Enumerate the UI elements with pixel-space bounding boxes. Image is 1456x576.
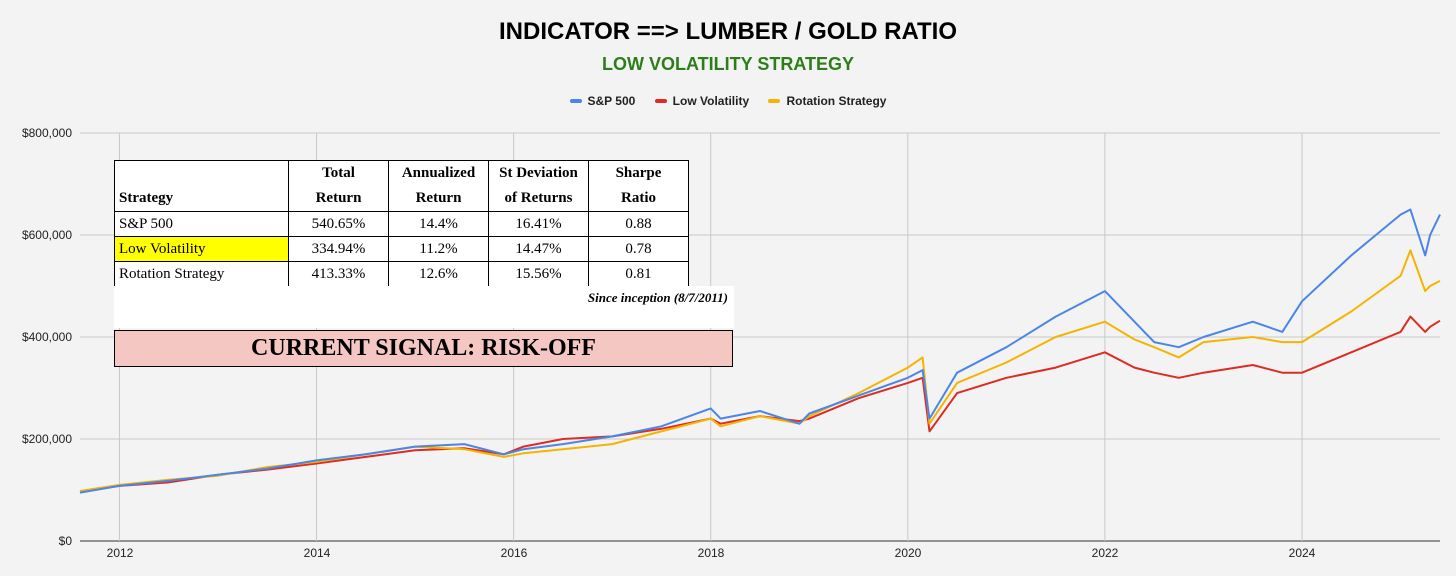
series-line-s-p-500	[79, 208, 1441, 494]
header-total-return: Total Return	[288, 160, 389, 212]
x-tick-label: 2014	[303, 546, 331, 560]
chart-title: INDICATOR ==> LUMBER / GOLD RATIO	[498, 18, 958, 45]
cell-strategy-highlighted: Low Volatility	[114, 236, 289, 262]
cell-annualized-return: 11.2%	[388, 236, 489, 262]
legend-swatch-rotation	[768, 99, 781, 103]
legend-item-sp500: S&P 500	[569, 94, 636, 108]
legend-swatch-sp500	[569, 99, 582, 103]
header-st-deviation: St Deviation of Returns	[488, 160, 589, 212]
legend-label-sp500: S&P 500	[587, 94, 636, 108]
performance-table: Strategy Total Return Annualized Return St…	[114, 160, 689, 287]
y-tick-label: $800,000	[21, 126, 72, 140]
cell-strategy: S&P 500	[114, 211, 289, 237]
legend-swatch-low-volatility	[654, 99, 667, 103]
series-lines	[79, 208, 1441, 494]
y-tick-label: $600,000	[21, 228, 72, 242]
table-header-row: Strategy Total Return Annualized Return St…	[114, 160, 689, 212]
y-tick-label: $0	[58, 534, 72, 548]
cell-sharpe-ratio: 0.88	[588, 211, 689, 237]
cell-total-return: 540.65%	[288, 211, 389, 237]
x-tick-label: 2024	[1288, 546, 1316, 560]
cell-st-deviation: 14.47%	[488, 236, 589, 262]
x-tick-label: 2012	[106, 546, 134, 560]
cell-total-return: 413.33%	[288, 261, 389, 287]
legend-item-low-volatility: Low Volatility	[654, 94, 750, 108]
x-tick-label: 2020	[894, 546, 922, 560]
x-tick-label: 2022	[1091, 546, 1119, 560]
legend-label-low-volatility: Low Volatility	[672, 94, 750, 108]
header-annualized-return: Annualized Return	[388, 160, 489, 212]
cell-st-deviation: 16.41%	[488, 211, 589, 237]
header-strategy: Strategy	[114, 160, 289, 212]
cell-sharpe-ratio: 0.78	[588, 236, 689, 262]
cell-st-deviation: 15.56%	[488, 261, 589, 287]
cell-annualized-return: 12.6%	[388, 261, 489, 287]
legend-label-rotation: Rotation Strategy	[786, 94, 887, 108]
cell-total-return: 334.94%	[288, 236, 389, 262]
y-tick-label: $200,000	[21, 432, 72, 446]
y-tick-label: $400,000	[21, 330, 72, 344]
current-signal-banner: CURRENT SIGNAL: RISK-OFF	[114, 330, 733, 367]
header-sharpe-ratio: Sharpe Ratio	[588, 160, 689, 212]
legend: S&P 500 Low Volatility Rotation Strategy	[0, 92, 1456, 108]
series-line-low-volatility	[79, 315, 1441, 493]
x-tick-label: 2016	[500, 546, 528, 560]
table-row: S&P 500 540.65% 14.4% 16.41% 0.88	[114, 211, 689, 237]
inception-note: Since inception (8/7/2011)	[587, 290, 728, 305]
cell-annualized-return: 14.4%	[388, 211, 489, 237]
x-tick-label: 2018	[697, 546, 725, 560]
table-row: Rotation Strategy 413.33% 12.6% 15.56% 0…	[114, 261, 689, 287]
cell-strategy: Rotation Strategy	[114, 261, 289, 287]
chart-subtitle: LOW VOLATILITY STRATEGY	[602, 54, 854, 74]
table-row: Low Volatility 334.94% 11.2% 14.47% 0.78	[114, 236, 689, 262]
cell-sharpe-ratio: 0.81	[588, 261, 689, 287]
note-box: Since inception (8/7/2011)	[114, 286, 734, 328]
legend-item-rotation: Rotation Strategy	[768, 94, 886, 108]
